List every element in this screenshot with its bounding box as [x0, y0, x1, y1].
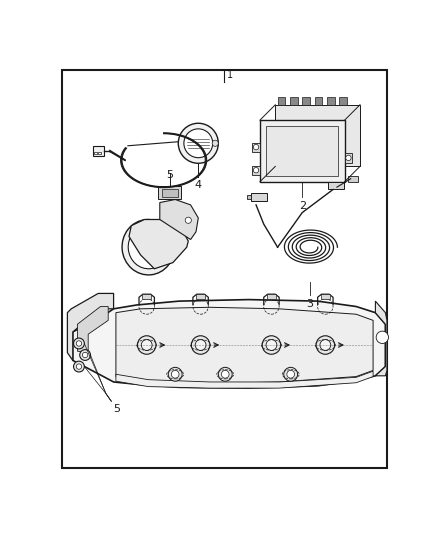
Polygon shape	[116, 371, 373, 388]
Text: 4: 4	[195, 180, 202, 190]
Bar	[260, 120, 345, 182]
Bar	[276, 105, 360, 166]
Text: 5: 5	[166, 170, 173, 180]
Bar	[339, 97, 347, 105]
Bar	[314, 97, 322, 105]
Bar	[142, 294, 151, 299]
Circle shape	[218, 367, 232, 381]
Circle shape	[76, 341, 81, 346]
Circle shape	[287, 370, 294, 378]
Bar	[158, 185, 181, 199]
Circle shape	[262, 336, 281, 354]
Circle shape	[138, 336, 156, 354]
Circle shape	[253, 167, 259, 173]
Polygon shape	[129, 220, 188, 269]
Polygon shape	[116, 308, 373, 384]
Circle shape	[76, 364, 81, 369]
Circle shape	[253, 144, 259, 150]
Circle shape	[195, 340, 206, 350]
Circle shape	[376, 331, 389, 343]
Circle shape	[284, 367, 298, 381]
Circle shape	[266, 340, 277, 350]
Circle shape	[191, 336, 210, 354]
Bar	[345, 154, 352, 163]
Circle shape	[320, 340, 331, 350]
Bar	[98, 152, 100, 154]
Circle shape	[221, 370, 229, 378]
Circle shape	[168, 367, 182, 381]
Circle shape	[184, 129, 213, 158]
Bar	[196, 294, 205, 299]
Text: 1: 1	[227, 70, 233, 80]
Circle shape	[82, 352, 88, 358]
Bar	[290, 97, 298, 105]
Bar	[266, 126, 339, 175]
Bar	[94, 152, 97, 154]
Circle shape	[185, 217, 191, 223]
Circle shape	[74, 361, 85, 372]
Circle shape	[171, 370, 179, 378]
Bar	[267, 294, 276, 299]
Bar	[252, 166, 260, 175]
Circle shape	[212, 140, 218, 147]
Circle shape	[316, 336, 335, 354]
Bar	[348, 175, 358, 182]
Polygon shape	[73, 300, 385, 388]
Circle shape	[178, 123, 218, 163]
Bar	[328, 182, 344, 189]
Bar	[251, 193, 267, 201]
Bar	[278, 97, 285, 105]
Ellipse shape	[128, 225, 168, 269]
Polygon shape	[375, 301, 387, 376]
Ellipse shape	[142, 241, 155, 254]
Polygon shape	[78, 306, 108, 353]
Polygon shape	[67, 294, 113, 360]
Bar	[252, 142, 260, 152]
Bar	[302, 97, 310, 105]
Circle shape	[80, 350, 91, 360]
Bar	[162, 189, 177, 197]
Bar	[247, 195, 251, 199]
Bar	[327, 97, 335, 105]
Ellipse shape	[122, 220, 174, 275]
Circle shape	[74, 338, 85, 349]
Text: 5: 5	[113, 403, 120, 414]
Circle shape	[346, 155, 351, 160]
Polygon shape	[160, 199, 198, 239]
Bar	[93, 147, 103, 156]
Bar	[321, 294, 330, 299]
Circle shape	[141, 340, 152, 350]
Text: 3: 3	[307, 299, 314, 309]
Text: 2: 2	[299, 201, 306, 211]
